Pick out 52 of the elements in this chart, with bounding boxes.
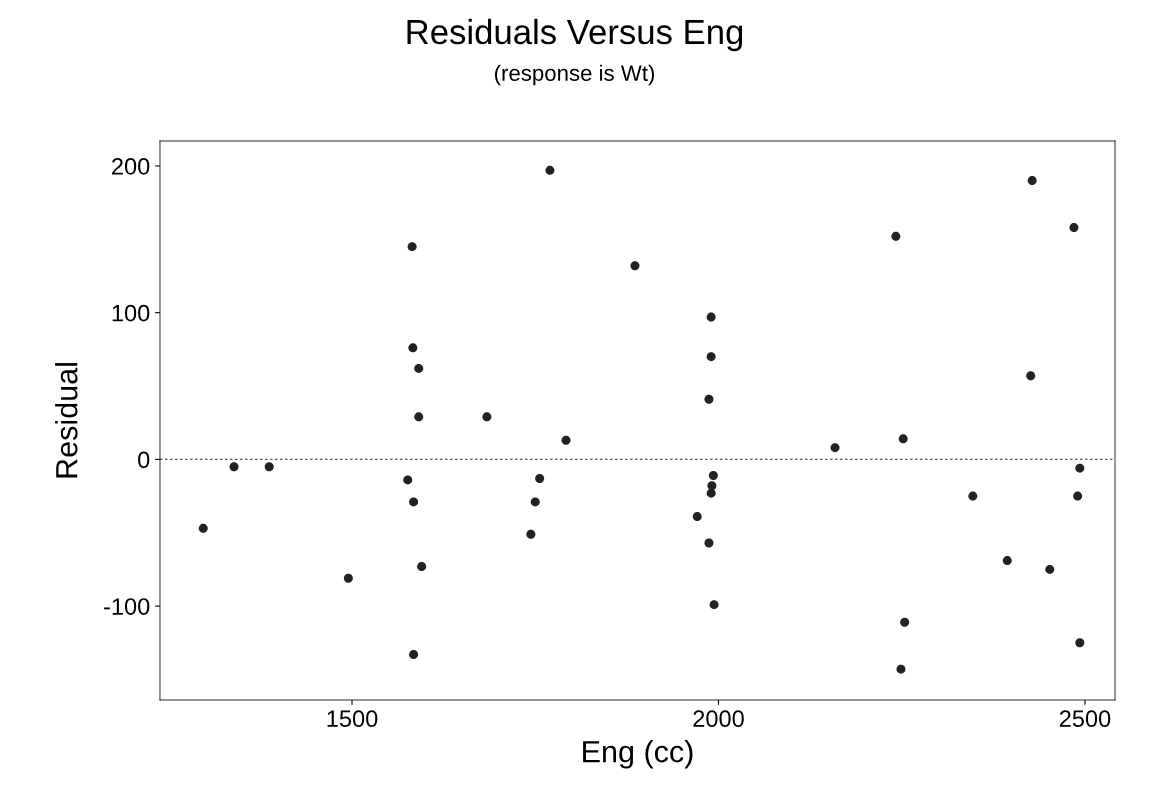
point	[706, 352, 716, 362]
point	[1027, 176, 1037, 186]
point	[530, 497, 540, 507]
point	[692, 512, 702, 522]
point	[1075, 638, 1085, 648]
point	[1045, 564, 1055, 574]
point	[403, 475, 413, 485]
y-axis-title: Residual	[55, 363, 78, 478]
point	[708, 471, 718, 481]
point	[900, 617, 910, 627]
point	[545, 165, 555, 175]
point	[968, 491, 978, 501]
point	[414, 363, 424, 373]
chart-title: Residuals Versus Eng	[407, 18, 743, 52]
point	[1069, 223, 1079, 233]
x-tick-label: 2000	[693, 710, 744, 728]
point	[482, 412, 492, 422]
point	[535, 473, 545, 483]
point	[1073, 491, 1083, 501]
point	[409, 497, 419, 507]
point	[704, 538, 714, 548]
point	[198, 523, 208, 533]
x-tick-label: 1500	[327, 710, 378, 728]
point	[891, 231, 901, 241]
point	[408, 343, 418, 353]
y-tick-label: 0	[138, 451, 150, 469]
point	[704, 394, 714, 404]
y-tick-label: 100	[112, 304, 150, 322]
point	[409, 650, 419, 660]
y-tick-label: -100	[104, 598, 150, 615]
point	[264, 462, 274, 472]
point	[407, 242, 417, 252]
point	[526, 529, 536, 539]
point	[830, 443, 840, 453]
point	[229, 462, 239, 472]
point	[414, 412, 424, 422]
y-tick-label: 200	[112, 158, 150, 175]
point	[561, 435, 571, 445]
x-axis-title: Eng (cc)	[583, 740, 693, 769]
point	[898, 434, 908, 444]
point	[1075, 463, 1085, 473]
chart-subtitle: (response is Wt)	[495, 64, 655, 86]
point	[896, 664, 906, 674]
point	[417, 561, 427, 571]
point	[1026, 371, 1036, 381]
x-tick-label: 2500	[1059, 710, 1111, 728]
point	[709, 600, 719, 610]
point	[343, 573, 353, 583]
point	[630, 261, 640, 271]
point	[1002, 556, 1012, 566]
point	[706, 488, 716, 498]
point	[706, 312, 716, 322]
